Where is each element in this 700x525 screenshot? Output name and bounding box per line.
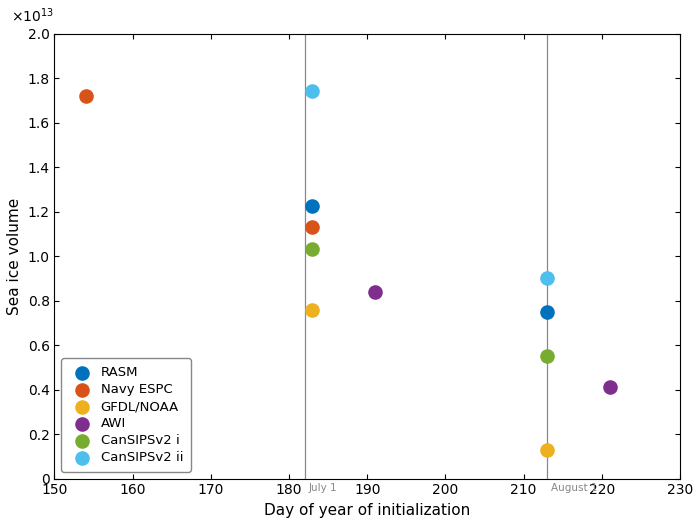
Legend: RASM, Navy ESPC, GFDL/NOAA, AWI, CanSIPSv2 i, CanSIPSv2 ii: RASM, Navy ESPC, GFDL/NOAA, AWI, CanSIPS…: [61, 359, 191, 472]
CanSIPSv2 ii: [307, 87, 318, 96]
Y-axis label: Sea ice volume: Sea ice volume: [7, 197, 22, 315]
AWI: [604, 383, 615, 392]
Navy ESPC: [307, 223, 318, 232]
Navy ESPC: [80, 92, 92, 100]
CanSIPSv2 i: [541, 352, 552, 361]
Text: August 1: August 1: [551, 483, 598, 493]
AWI: [370, 288, 381, 296]
RASM: [307, 202, 318, 211]
CanSIPSv2 ii: [541, 274, 552, 282]
GFDL/NOAA: [541, 446, 552, 454]
Text: $\times10^{13}$: $\times10^{13}$: [10, 6, 54, 25]
RASM: [541, 308, 552, 316]
X-axis label: Day of year of initialization: Day of year of initialization: [264, 503, 470, 518]
CanSIPSv2 i: [307, 245, 318, 254]
Text: July 1: July 1: [309, 483, 337, 493]
GFDL/NOAA: [307, 306, 318, 314]
